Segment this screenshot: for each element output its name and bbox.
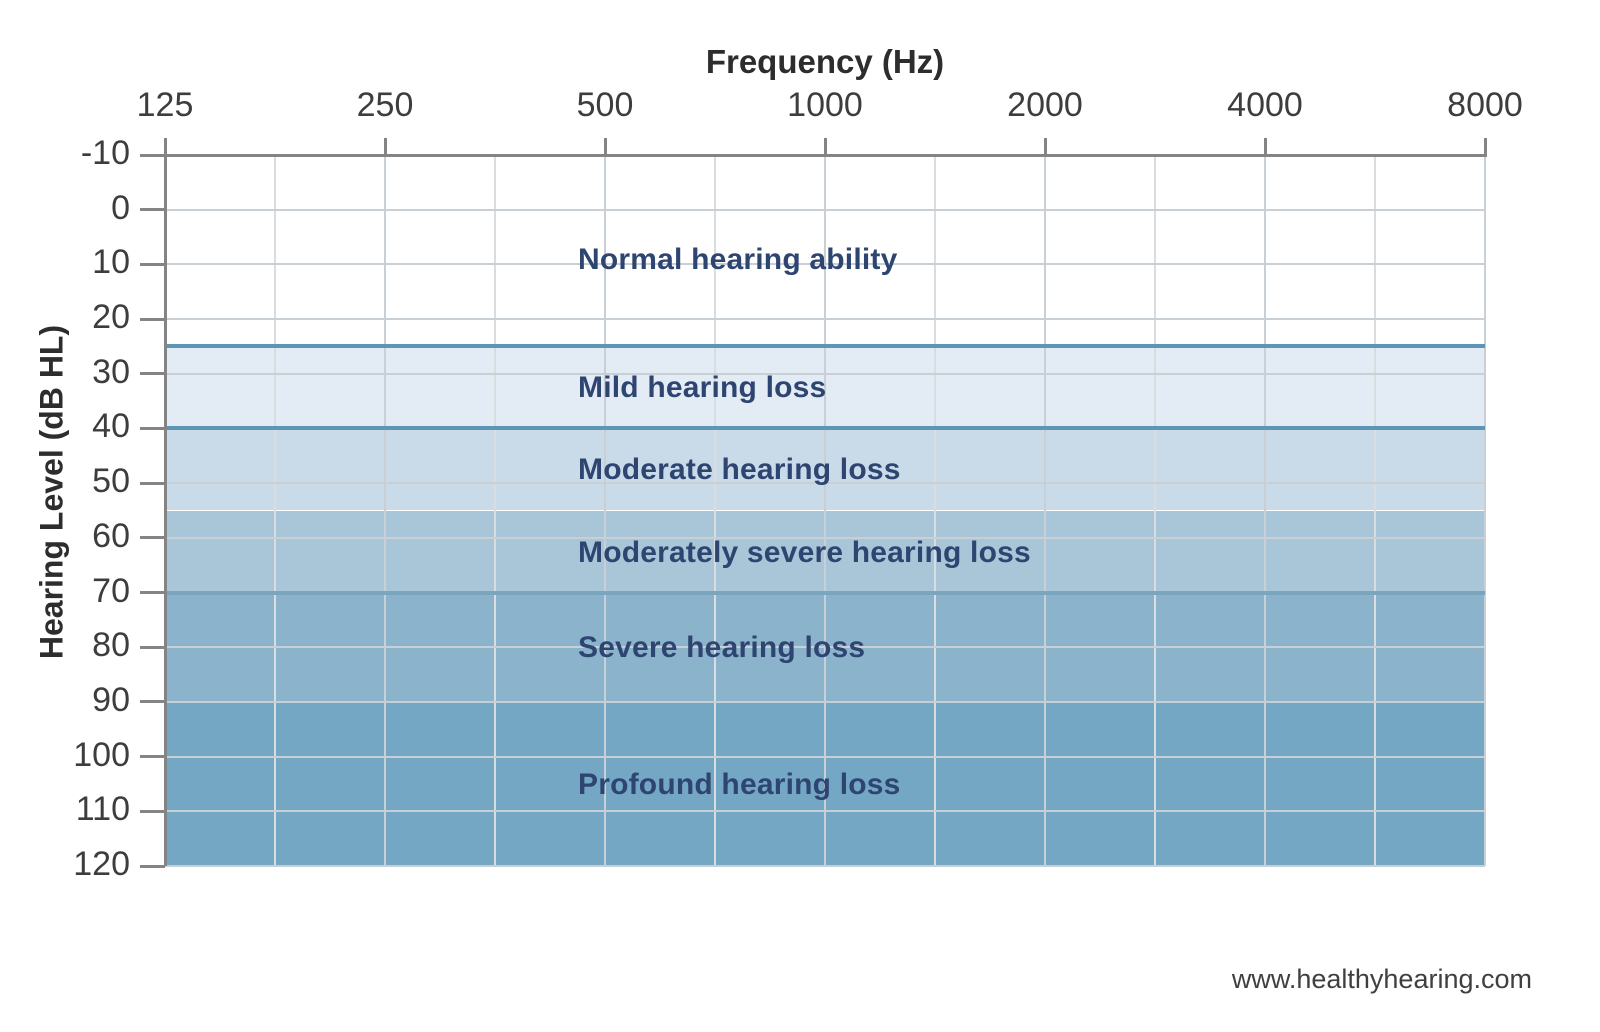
y-tick-label: 70 (92, 571, 130, 610)
y-tick-mark (140, 208, 165, 212)
x-tick-mark (1484, 138, 1487, 155)
y-tick-mark (140, 317, 165, 321)
band-boundary-line (165, 344, 1485, 349)
y-tick-label: 110 (75, 790, 130, 829)
gridline-vertical-minor (1154, 155, 1156, 866)
y-tick-mark (140, 536, 165, 540)
gridline-vertical-minor (274, 155, 276, 866)
y-tick-mark (140, 700, 165, 704)
x-axis-title: Frequency (Hz) (705, 43, 945, 80)
gridline-horizontal (165, 263, 1485, 266)
y-tick-label: 30 (92, 352, 130, 391)
y-tick-mark (140, 645, 165, 649)
band-boundary-line (165, 590, 1485, 595)
y-tick-mark (140, 481, 165, 485)
y-tick-mark (140, 755, 165, 759)
x-tick-label: 500 (576, 86, 634, 124)
x-tick-mark (604, 138, 607, 155)
gridline-vertical (604, 155, 606, 866)
y-tick-label: 120 (73, 845, 130, 883)
website-credit: www.healthyhearing.com (1231, 964, 1532, 994)
y-tick-label: 50 (92, 462, 130, 501)
x-tick-label: 1000 (787, 86, 863, 124)
y-tick-mark (140, 864, 165, 868)
x-tick-mark (384, 138, 387, 155)
gridline-horizontal (165, 865, 1485, 867)
x-tick-mark (824, 138, 827, 155)
band-label: Moderate hearing loss (578, 453, 901, 487)
gridline-horizontal (165, 646, 1485, 649)
gridline-horizontal (165, 318, 1485, 321)
gridline-vertical (1264, 155, 1266, 866)
y-tick-mark (140, 591, 165, 595)
gridline-vertical (384, 155, 386, 866)
y-tick-mark (140, 153, 165, 157)
gridline-vertical-minor (934, 155, 936, 866)
gridline-horizontal (165, 208, 1485, 211)
gridline-vertical (824, 155, 826, 866)
gridline-horizontal (165, 482, 1485, 485)
band-label: Profound hearing loss (578, 767, 901, 801)
x-tick-mark (1264, 138, 1267, 155)
gridline-vertical-minor (714, 155, 716, 866)
x-tick-label: 8000 (1447, 86, 1523, 124)
gridline-horizontal (165, 755, 1485, 758)
band-label: Mild hearing loss (578, 371, 827, 405)
gridline-horizontal (165, 810, 1485, 813)
y-tick-label: 90 (92, 680, 130, 719)
gridline-horizontal (165, 536, 1485, 539)
y-tick-mark (140, 809, 165, 813)
x-axis-line (164, 154, 1487, 157)
y-axis-line (164, 155, 167, 866)
x-tick-label: 250 (356, 86, 414, 124)
gridline-vertical-minor (494, 155, 496, 866)
band-label: Normal hearing ability (578, 242, 898, 276)
y-tick-label: 0 (111, 188, 130, 227)
y-tick-label: 40 (92, 407, 130, 446)
x-tick-label: 2000 (1007, 86, 1083, 124)
gridline-vertical (1484, 155, 1486, 866)
x-tick-mark (1044, 138, 1047, 155)
y-tick-label: -10 (80, 134, 130, 172)
y-tick-label: 80 (92, 626, 130, 665)
y-tick-label: 10 (92, 243, 130, 282)
y-tick-label: 100 (73, 735, 130, 774)
x-tick-label: 125 (136, 86, 194, 124)
y-tick-mark (140, 262, 165, 266)
band-boundary-line (165, 426, 1485, 431)
y-tick-label: 20 (92, 298, 130, 337)
gridline-horizontal (165, 700, 1485, 703)
gridline-vertical (1044, 155, 1046, 866)
y-tick-mark (140, 426, 165, 430)
y-tick-mark (140, 372, 165, 376)
plot-area: Normal hearing ability Mild hearing loss M… (165, 155, 1486, 867)
band-label: Severe hearing loss (578, 631, 866, 665)
x-tick-mark (164, 138, 167, 155)
gridline-vertical-minor (1374, 155, 1376, 866)
x-tick-label: 4000 (1227, 86, 1303, 124)
gridline-horizontal (165, 372, 1485, 375)
band-label: Moderately severe hearing loss (578, 535, 1031, 569)
y-tick-label: 60 (92, 516, 130, 555)
